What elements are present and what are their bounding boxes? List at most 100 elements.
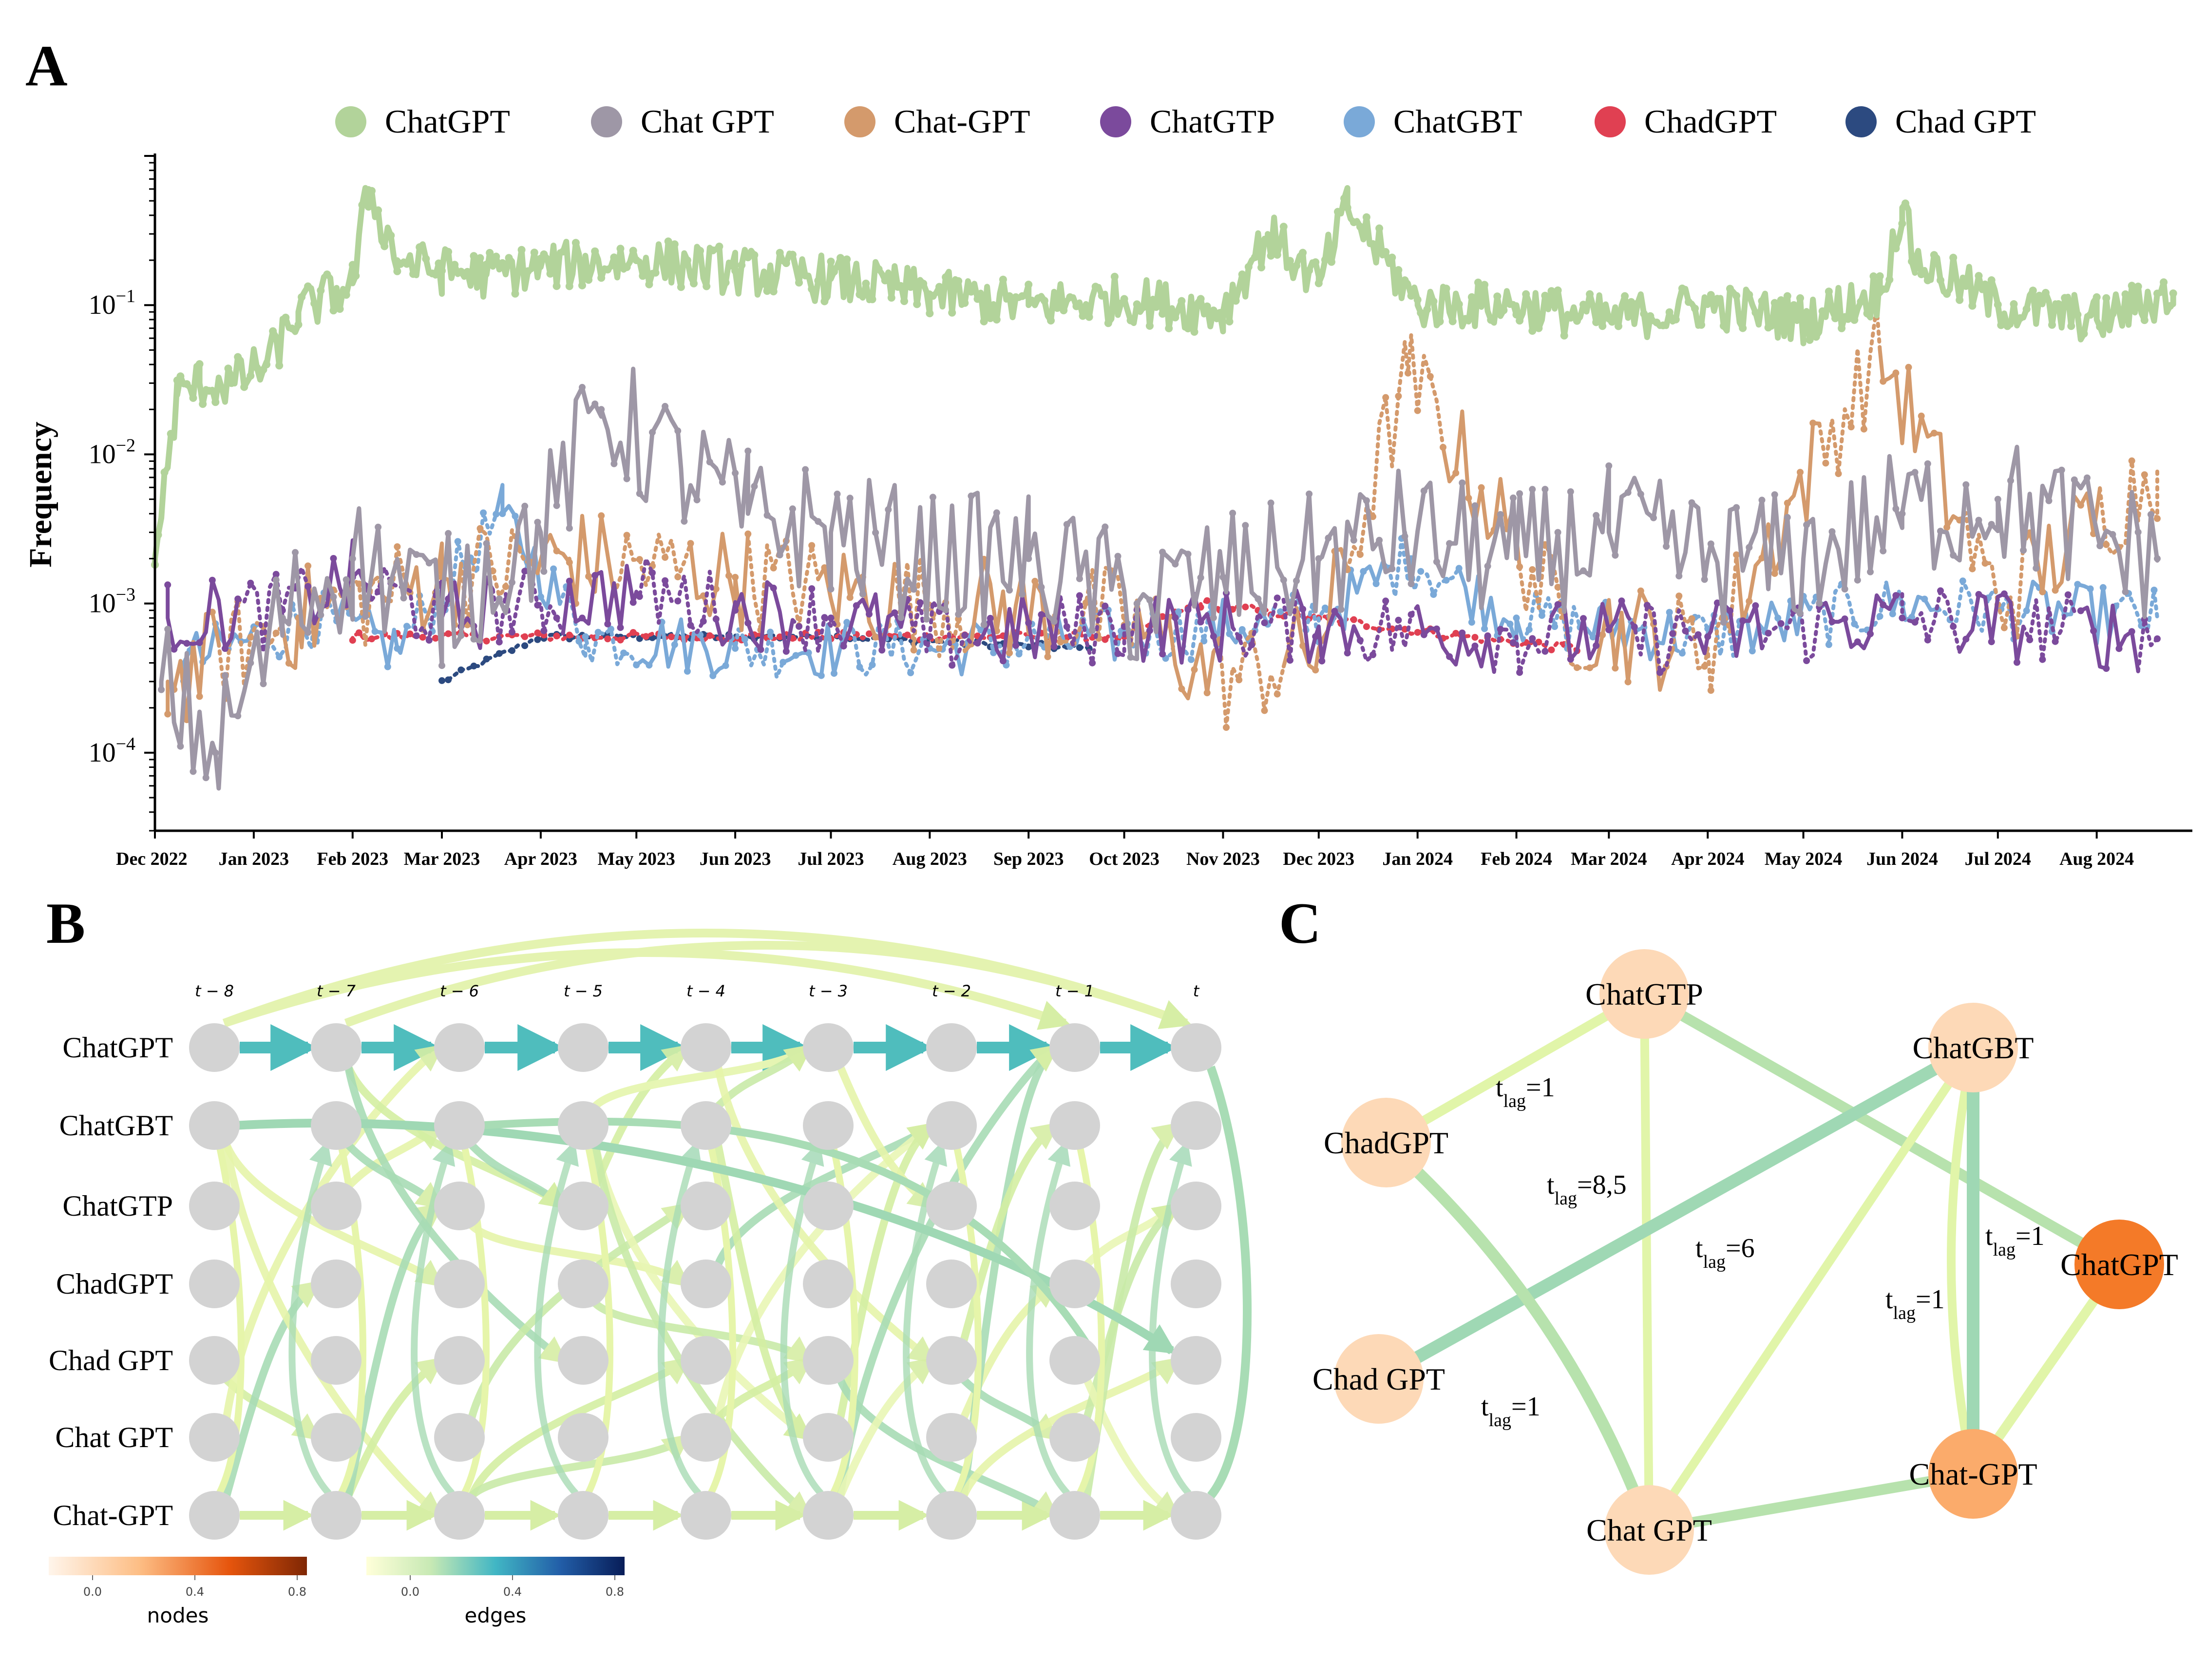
summary-node-label: ChatGTP [1585, 977, 1703, 1012]
data-point [821, 614, 828, 621]
time-network-node [926, 1336, 977, 1385]
data-point [1541, 291, 1549, 300]
legend-label: Chat-GPT [894, 103, 1030, 140]
data-point [1209, 306, 1217, 315]
data-point [454, 538, 461, 545]
x-tick-label: Mar 2023 [404, 849, 480, 869]
data-point [1598, 322, 1607, 330]
data-point [2128, 457, 2135, 464]
data-point [317, 611, 324, 619]
data-point [517, 246, 526, 254]
time-network-labels: t − 8 t − 7 t − 6 t − 5 t − 4 t − 3 t − 2 t − 1… [49, 982, 1200, 1531]
time-network-node [681, 1101, 731, 1150]
data-point [843, 255, 851, 264]
edge-vertical [534, 1140, 579, 1496]
data-point [1388, 565, 1396, 573]
time-network-node [926, 1413, 977, 1462]
series-line-chatgtp [1894, 589, 1962, 654]
data-point [1025, 281, 1033, 288]
data-point [722, 662, 729, 669]
data-point [1019, 591, 1026, 598]
data-point [929, 292, 937, 300]
data-point [1443, 576, 1450, 584]
data-point [1797, 610, 1804, 617]
series-line-chatgpt [1588, 589, 1675, 692]
legend-marker [1100, 106, 1131, 137]
data-point [1321, 256, 1329, 264]
data-point [1025, 555, 1032, 562]
summary-network-edges [1372, 989, 2125, 1536]
data-point [342, 576, 350, 583]
data-point [1493, 292, 1502, 301]
data-point [349, 555, 356, 562]
data-point [406, 630, 414, 637]
time-network-node [1171, 1182, 1221, 1230]
data-point [1038, 611, 1045, 618]
data-point [1203, 689, 1211, 696]
data-point [1962, 481, 1970, 488]
data-point [234, 353, 242, 361]
data-point [1841, 586, 1848, 592]
data-point [1691, 305, 1699, 313]
data-point [1975, 591, 1982, 598]
data-point [1452, 630, 1460, 637]
data-point [199, 400, 207, 408]
data-point [1139, 303, 1147, 311]
data-point [2026, 636, 2034, 644]
time-network-node [803, 1413, 854, 1462]
data-point [894, 283, 902, 291]
data-point [323, 270, 331, 279]
data-point [1356, 551, 1364, 558]
data-point [2086, 311, 2094, 319]
data-point [1440, 444, 1446, 451]
data-point [690, 279, 698, 287]
data-point [1267, 251, 1275, 260]
data-point [2041, 288, 2050, 297]
data-point [1799, 315, 1807, 324]
data-point [1506, 620, 1514, 628]
data-point [1238, 626, 1246, 633]
data-point [1188, 656, 1195, 663]
data-point [247, 659, 254, 667]
data-point [1314, 279, 1323, 287]
panel-c-summary-network: ChatGTP ChatGBT ChadGPT ChatGPT Chad GPT Chat… [1312, 949, 2178, 1575]
data-point [445, 630, 452, 637]
data-point [294, 321, 303, 329]
data-point [247, 372, 255, 380]
data-point [712, 615, 720, 623]
time-step-label: t − 4 [686, 982, 725, 1000]
data-point [1727, 607, 1733, 614]
x-tick-label: Feb 2023 [317, 849, 388, 869]
data-point [1831, 314, 1839, 323]
data-point [566, 577, 573, 585]
data-point [1746, 544, 1753, 551]
data-point [1356, 637, 1364, 644]
edge-cross-lag [837, 1378, 1060, 1519]
colorbar-nodes [49, 1557, 307, 1575]
summary-edge [1639, 989, 2125, 1270]
data-point [1899, 614, 1906, 622]
data-point [1774, 614, 1782, 622]
edge-long-arc [344, 941, 1192, 1030]
data-point [394, 645, 401, 652]
series-line-chatgtp [2021, 592, 2083, 662]
data-point [948, 308, 956, 317]
series-line-chatgpt [1211, 631, 1286, 729]
data-point [428, 269, 437, 278]
series-line-chatgtp [790, 587, 846, 654]
data-point [355, 580, 362, 588]
data-point [750, 251, 759, 259]
data-point [620, 649, 628, 657]
time-network-node [558, 1413, 609, 1462]
data-point [875, 265, 883, 273]
colorbar-title: nodes [147, 1604, 209, 1627]
data-point [438, 662, 445, 669]
data-point [1783, 292, 1791, 300]
row-label: ChatGPT [62, 1031, 173, 1064]
time-network-node [311, 1101, 361, 1150]
data-point [591, 572, 599, 579]
data-point [1315, 555, 1322, 562]
data-point [2048, 321, 2056, 329]
data-point [712, 585, 720, 592]
data-point [1512, 310, 1521, 319]
